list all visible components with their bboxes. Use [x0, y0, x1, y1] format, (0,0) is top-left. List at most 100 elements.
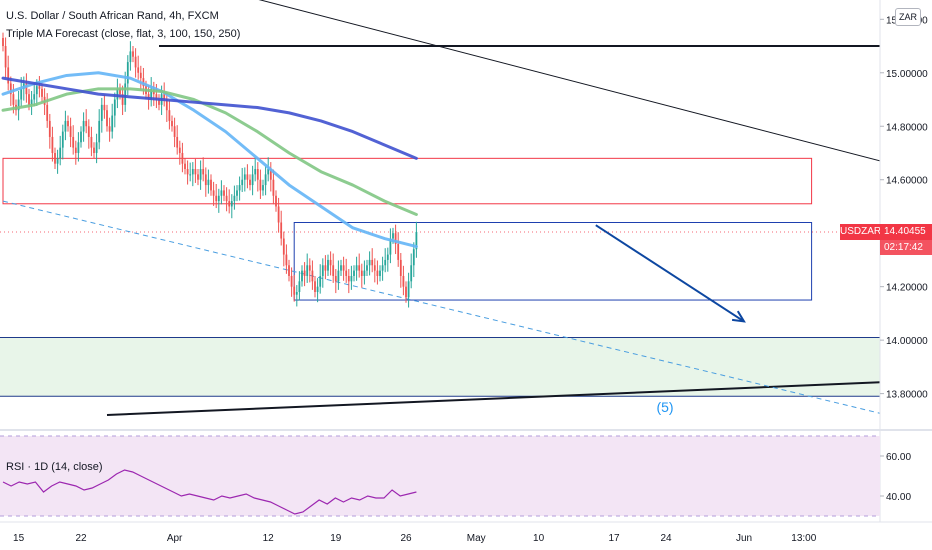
candle-body	[410, 265, 413, 282]
candle-body	[67, 120, 69, 127]
candle-body	[215, 195, 218, 202]
candle-body	[246, 174, 249, 180]
candle-body	[82, 120, 85, 132]
time-tick-label: 26	[400, 533, 412, 544]
candle-body	[376, 270, 379, 276]
candle-body	[272, 179, 275, 196]
candle-body	[379, 270, 381, 276]
candle-body	[360, 270, 363, 276]
candle-body	[262, 185, 264, 191]
forecast-arrow-shaft	[595, 224, 745, 323]
candle-body	[267, 169, 270, 175]
candle-body	[407, 281, 410, 298]
candle-body	[186, 169, 189, 175]
trendline-dashed-channel	[2, 200, 880, 414]
candle-body	[171, 120, 173, 127]
candle-body	[319, 275, 322, 287]
candle-body	[74, 147, 77, 153]
price-tick-label: 14.00000	[886, 336, 928, 347]
candle-body	[347, 275, 350, 282]
candle-body	[321, 265, 324, 276]
candle-body	[217, 195, 220, 202]
candle-body	[282, 238, 285, 255]
candle-body	[69, 126, 72, 137]
candle-body	[189, 174, 192, 176]
candle-body	[337, 270, 340, 282]
candle-body	[25, 83, 28, 95]
time-tick-label: 24	[660, 533, 672, 544]
candle-body	[93, 147, 95, 153]
candle-body	[116, 88, 119, 100]
candle-body	[72, 136, 75, 148]
candle-body	[204, 174, 207, 186]
resistance-zone	[2, 157, 813, 205]
candle-body	[126, 62, 129, 84]
candle-body	[48, 120, 51, 137]
candle-body	[249, 179, 251, 186]
candle-body	[64, 120, 67, 132]
candle-body	[277, 206, 280, 223]
candle-body	[46, 104, 49, 121]
candle-body	[168, 110, 171, 121]
candle-body	[303, 270, 306, 276]
candle-body	[345, 270, 348, 276]
candle-body	[290, 275, 293, 287]
candle-body	[389, 238, 392, 255]
candle-body	[220, 190, 223, 196]
rsi-tick-label: 60.00	[886, 452, 911, 463]
candle-body	[38, 86, 41, 89]
candle-body	[12, 94, 15, 105]
candle-body	[121, 94, 124, 105]
candle-body	[54, 152, 56, 164]
candle-body	[150, 88, 153, 100]
candle-body	[191, 169, 194, 175]
candle-body	[178, 147, 181, 153]
candle-body	[90, 136, 93, 148]
candle-body	[129, 51, 132, 63]
range-box	[293, 222, 813, 301]
candle-body	[306, 265, 309, 276]
candle-body	[132, 51, 134, 57]
candle-body	[355, 265, 358, 271]
candle-body	[415, 231, 418, 250]
ma-line-2	[1, 87, 418, 216]
candle-body	[350, 275, 353, 282]
candle-body	[184, 163, 186, 170]
time-tick-label: Apr	[167, 533, 183, 544]
candle-body	[402, 275, 405, 287]
candle-body	[243, 174, 246, 180]
rsi-line	[2, 469, 417, 515]
candle-body	[412, 249, 415, 266]
candle-body	[392, 233, 394, 239]
candle-body	[353, 270, 355, 276]
candle-body	[199, 169, 202, 180]
candle-body	[301, 270, 303, 282]
current-price-tag: 14.40455	[880, 224, 932, 240]
time-tick-label: 17	[608, 533, 620, 544]
candle-body	[314, 281, 316, 293]
candle-body	[30, 99, 33, 105]
candle-body	[111, 115, 114, 132]
candle-body	[28, 94, 30, 105]
candle-body	[106, 110, 108, 127]
support-zone	[0, 337, 880, 397]
candle-body	[33, 94, 36, 100]
candle-body	[386, 254, 389, 260]
time-tick-label: 15	[13, 533, 25, 544]
candle-body	[61, 131, 64, 148]
candle-body	[59, 147, 62, 159]
candle-body	[212, 190, 215, 196]
currency-badge[interactable]: ZAR	[895, 8, 921, 26]
price-tick-label: 14.80000	[886, 122, 928, 133]
candle-body	[80, 131, 82, 143]
candle-body	[100, 104, 103, 121]
candle-body	[308, 265, 311, 271]
candle-body	[51, 136, 54, 153]
candle-body	[280, 222, 283, 239]
candle-body	[324, 265, 327, 271]
candle-body	[87, 126, 90, 137]
candle-body	[4, 46, 7, 68]
candle-body	[95, 142, 98, 153]
candle-body	[223, 190, 225, 196]
